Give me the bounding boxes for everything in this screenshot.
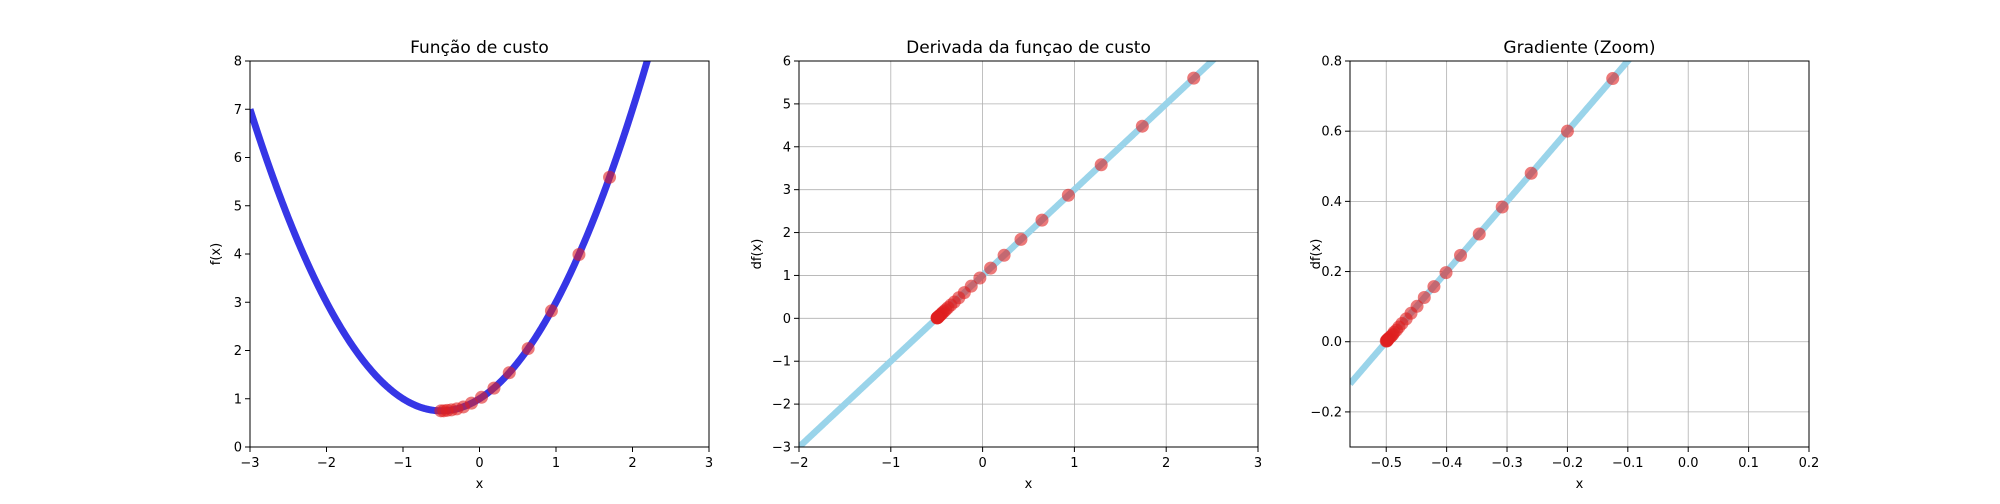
chart-title: Gradiente (Zoom): [1503, 38, 1655, 58]
x-axis-label: x: [1576, 477, 1584, 492]
chart-title: Derivada da funçao de custo: [906, 38, 1151, 58]
y-tick-label: −3: [772, 441, 791, 456]
data-point: [1472, 227, 1486, 241]
y-tick-label: 0: [783, 312, 791, 327]
data-point: [1035, 213, 1049, 227]
x-tick-label: 1: [552, 456, 560, 471]
y-tick-label: 0.6: [1321, 125, 1342, 140]
y-tick-label: 2: [234, 344, 242, 359]
x-tick-label: 0.0: [1678, 456, 1699, 471]
x-tick-label: −0.3: [1491, 456, 1523, 471]
x-tick-label: 2: [628, 456, 636, 471]
x-tick-label: 0.2: [1799, 456, 1820, 471]
data-point: [1454, 248, 1468, 262]
x-tick-label: 2: [1162, 456, 1170, 471]
y-axis-label: df(x): [750, 239, 765, 270]
data-point: [1379, 334, 1393, 348]
x-tick-label: 1: [1070, 456, 1078, 471]
data-point: [1495, 200, 1509, 214]
data-point: [603, 170, 617, 184]
y-tick-label: 6: [783, 55, 791, 70]
y-axis-label: f(x): [209, 243, 224, 265]
y-tick-label: −2: [772, 398, 791, 413]
x-tick-label: −0.1: [1612, 456, 1644, 471]
y-tick-label: 3: [234, 296, 242, 311]
y-tick-label: 0.8: [1321, 55, 1342, 70]
y-tick-label: 1: [234, 392, 242, 407]
chart-panel-3: −0.5 −0.4 −0.3 −0.2 −0.1 0.0 0.1 0.2 −0.2 0.0 0.2 0…: [1309, 38, 1820, 492]
data-point: [1524, 166, 1538, 180]
y-tick-label: 5: [783, 97, 791, 112]
y-tick-label: 5: [234, 199, 242, 214]
data-point: [1135, 119, 1149, 133]
x-tick-label: −0.4: [1431, 456, 1463, 471]
y-tick-label: −0.2: [1310, 405, 1342, 420]
x-tick-label: −2: [317, 456, 336, 471]
data-point: [1187, 71, 1201, 85]
y-tick-label: 8: [234, 55, 242, 70]
x-axis-label: x: [1025, 477, 1033, 492]
x-tick-label: 3: [1254, 456, 1262, 471]
data-point: [572, 247, 586, 261]
x-tick-label: −2: [789, 456, 808, 471]
y-tick-label: 0.4: [1321, 195, 1342, 210]
x-tick-label: 0.1: [1738, 456, 1759, 471]
chart-panel-1: −3 −2 −1 0 1 2 3 0 1 2 3 4 5 6 7 8 Função de custo x f(x): [209, 38, 713, 492]
y-tick-label: −1: [772, 355, 791, 370]
y-tick-label: 4: [783, 140, 791, 155]
data-point: [474, 390, 488, 404]
data-point: [930, 311, 944, 325]
x-tick-label: 0: [475, 456, 483, 471]
data-point: [544, 304, 558, 318]
data-point: [984, 261, 998, 275]
x-tick-label: 0: [978, 456, 986, 471]
y-tick-label: 7: [234, 103, 242, 118]
data-point: [1560, 124, 1574, 138]
series-line: [799, 61, 1217, 447]
data-point: [1606, 72, 1620, 86]
x-axis-label: x: [476, 477, 484, 492]
y-tick-label: 0.2: [1321, 265, 1342, 280]
x-tick-label: −3: [240, 456, 259, 471]
data-point: [1427, 280, 1441, 294]
data-point: [973, 271, 987, 285]
y-tick-label: 0.0: [1321, 335, 1342, 350]
data-point: [1014, 232, 1028, 246]
data-point: [1439, 266, 1453, 280]
data-point: [1061, 188, 1075, 202]
data-point: [487, 381, 501, 395]
y-tick-label: 1: [783, 269, 791, 284]
x-tick-label: −0.2: [1552, 456, 1584, 471]
data-point: [997, 248, 1011, 262]
y-tick-label: 4: [234, 248, 242, 263]
x-tick-label: 3: [705, 456, 713, 471]
axes-frame: [1349, 60, 1810, 448]
y-axis-label: df(x): [1309, 239, 1324, 270]
chart-title: Função de custo: [410, 38, 549, 58]
y-tick-label: 6: [234, 151, 242, 166]
data-point: [434, 404, 448, 418]
y-tick-label: 0: [234, 441, 242, 456]
x-tick-label: −1: [393, 456, 412, 471]
axes-frame: [249, 60, 710, 448]
data-point: [1417, 291, 1431, 305]
x-tick-label: −1: [881, 456, 900, 471]
data-point: [521, 342, 535, 356]
series-line: [250, 61, 651, 415]
x-tick-label: −0.5: [1370, 456, 1402, 471]
y-tick-label: 2: [783, 226, 791, 241]
axes-frame: [798, 60, 1259, 448]
y-tick-label: 3: [783, 183, 791, 198]
data-point: [502, 366, 516, 380]
data-point: [1094, 158, 1108, 172]
